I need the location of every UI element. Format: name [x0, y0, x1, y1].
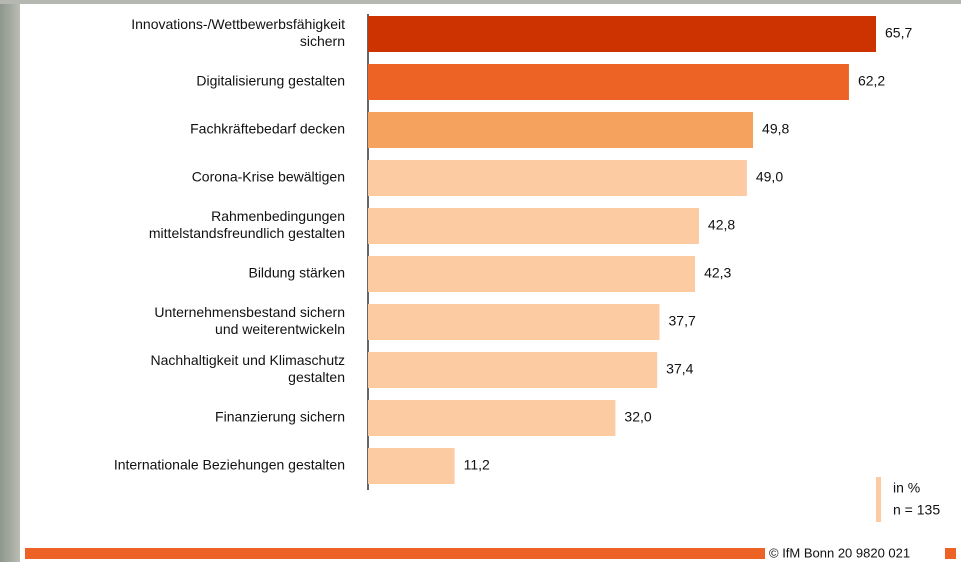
category-label: Rahmenbedingungen: [211, 208, 345, 224]
bar: [368, 16, 876, 52]
value-label: 42,8: [708, 217, 735, 233]
bar: [368, 208, 699, 244]
source: © IfM Bonn 20 9820 021: [769, 545, 910, 560]
bar: [368, 160, 747, 196]
category-label: Finanzierung sichern: [215, 409, 345, 425]
category-label: Internationale Beziehungen gestalten: [114, 457, 345, 473]
value-label: 37,7: [669, 313, 696, 329]
bar: [368, 400, 616, 436]
category-label: mittelstandsfreundlich gestalten: [149, 225, 345, 241]
category-label: sichern: [300, 33, 345, 49]
bar: [368, 112, 754, 148]
category-label: Unternehmensbestand sichern: [154, 304, 345, 320]
top-strip: [0, 0, 961, 4]
category-label: Digitalisierung gestalten: [196, 73, 345, 89]
note: n = 135: [893, 502, 940, 518]
value-label: 49,0: [756, 169, 783, 185]
value-label: 32,0: [624, 409, 651, 425]
bar: [368, 64, 849, 100]
value-label: 11,2: [464, 457, 490, 473]
bar: [368, 256, 696, 292]
footer-bar: [25, 548, 765, 559]
category-label: Fachkräftebedarf decken: [190, 121, 345, 137]
note-bar: [876, 477, 881, 522]
bar: [368, 304, 660, 340]
category-label: Innovations-/Wettbewerbsfähigkeit: [131, 16, 345, 32]
bar: [368, 448, 455, 484]
footer-square: [945, 548, 956, 559]
note: in %: [893, 480, 920, 496]
category-label: Nachhaltigkeit und Klimaschutz: [150, 352, 345, 368]
category-label: gestalten: [288, 369, 345, 385]
value-label: 62,2: [858, 73, 885, 89]
category-label: Corona-Krise bewältigen: [192, 169, 345, 185]
category-label: und weiterentwickeln: [215, 321, 345, 337]
category-label: Bildung stärken: [248, 265, 345, 281]
value-label: 65,7: [885, 25, 912, 41]
bar: [368, 352, 658, 388]
value-label: 42,3: [704, 265, 731, 281]
value-label: 49,8: [762, 121, 789, 137]
value-label: 37,4: [666, 361, 693, 377]
